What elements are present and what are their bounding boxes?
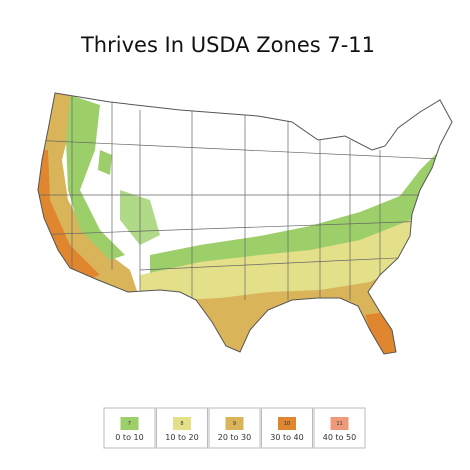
legend-box: [208, 407, 261, 449]
legend: 7 0 to 10 8 10 to 20 9 20 to 30 10 30 to 40 11 40…: [103, 407, 366, 449]
west-zone-7: [66, 95, 125, 260]
legend-range: 20 to 30: [218, 433, 251, 442]
legend-swatch: [120, 417, 139, 430]
legend-item: 7 0 to 10: [103, 407, 156, 449]
legend-zone: 7: [128, 421, 131, 427]
legend-range: 10 to 20: [165, 433, 198, 442]
legend-item: 9 20 to 30: [208, 407, 261, 449]
legend-zone: 8: [180, 421, 183, 427]
legend-range: 30 to 40: [270, 433, 303, 442]
legend-item: 10 30 to 40: [261, 407, 313, 449]
legend-range: 0 to 10: [115, 433, 143, 442]
zone-7-area: [150, 150, 452, 290]
map-body: [38, 93, 452, 354]
legend-zone: 10: [284, 421, 290, 427]
map-title: Thrives In USDA Zones 7-11: [80, 33, 375, 57]
state-lines: [38, 93, 452, 320]
legend-swatch: [278, 417, 296, 430]
legend-zone: 11: [336, 421, 342, 427]
legend-range: 40 to 50: [323, 433, 356, 442]
legend-item: 8 10 to 20: [156, 407, 208, 449]
legend-swatch: [225, 417, 244, 430]
idaho-zone-7: [98, 150, 112, 175]
us-outline: [37, 92, 453, 355]
legend-zone: 9: [233, 421, 236, 427]
legend-swatch: [173, 417, 191, 430]
legend-item: 11 40 to 50: [313, 407, 366, 449]
legend-swatch: [330, 417, 349, 430]
